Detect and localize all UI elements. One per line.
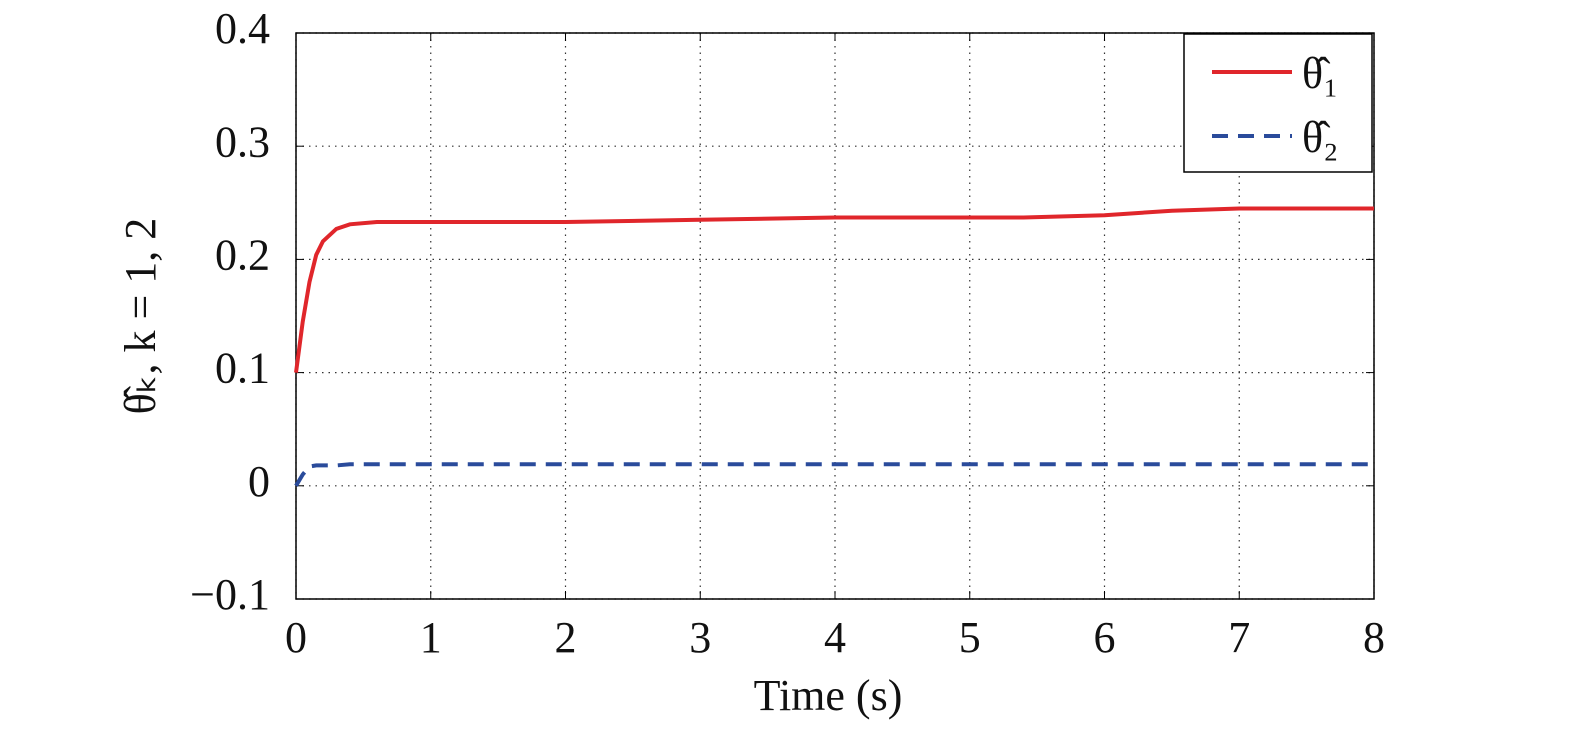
legend-box xyxy=(1183,33,1373,173)
y-axis-label: θ̂ₖ, k = 1, 2 xyxy=(116,218,165,415)
y-tick-label: 0.4 xyxy=(215,4,270,53)
x-tick-label: 6 xyxy=(1094,613,1116,662)
legend-label: θ̂₂ xyxy=(1302,113,1338,162)
y-tick-label: 0 xyxy=(248,457,270,506)
x-tick-label: 4 xyxy=(824,613,846,662)
plot-frame xyxy=(295,32,1375,600)
x-tick-label: 3 xyxy=(689,613,711,662)
y-tick-label: 0.1 xyxy=(215,344,270,393)
y-tick-label: 0.3 xyxy=(215,117,270,166)
x-tick-label: 2 xyxy=(555,613,577,662)
x-axis-label: Time (s) xyxy=(754,671,903,720)
x-tick-label: 8 xyxy=(1363,613,1385,662)
x-tick-label: 0 xyxy=(285,613,307,662)
x-tick-label: 1 xyxy=(420,613,442,662)
x-tick-label: 5 xyxy=(959,613,981,662)
series-line xyxy=(294,206,1374,373)
y-tick-label: 0.2 xyxy=(215,230,270,279)
x-tick-label: 7 xyxy=(1228,613,1250,662)
series-line xyxy=(294,462,1374,487)
legend-label: θ̂₁ xyxy=(1302,49,1338,98)
y-tick-label: −0.1 xyxy=(190,570,270,619)
